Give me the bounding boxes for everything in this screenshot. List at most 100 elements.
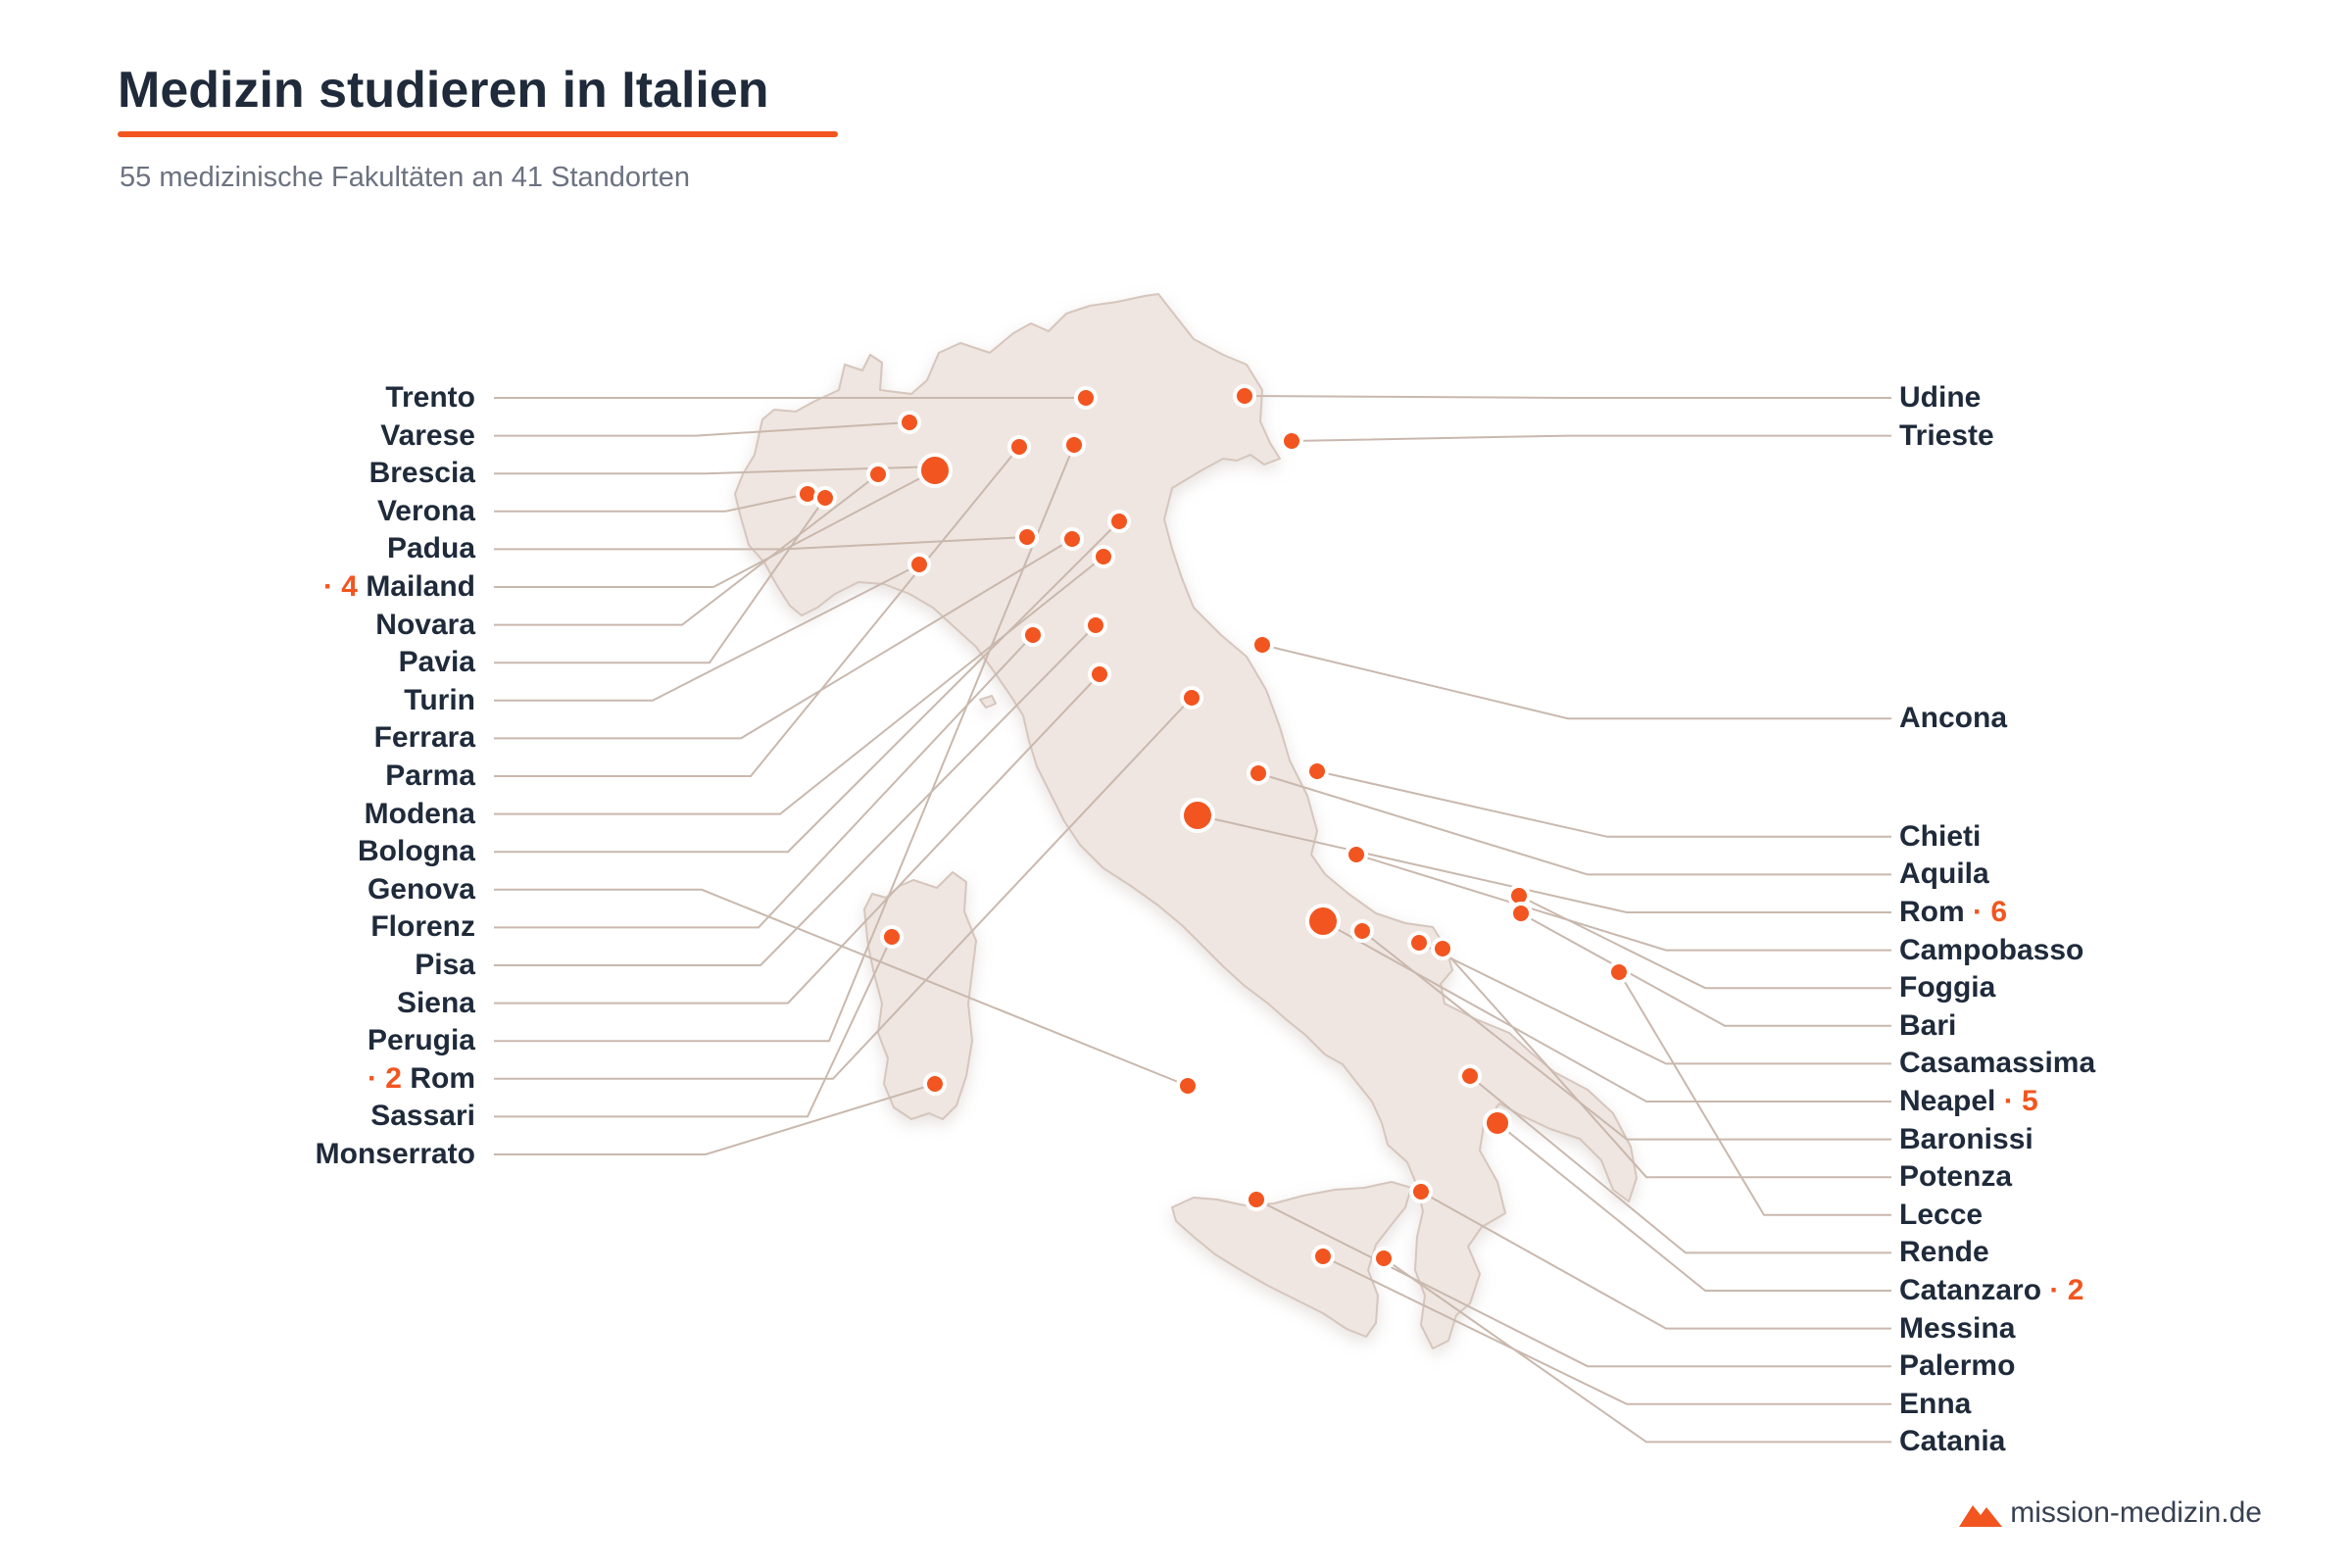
city-dot[interactable] [1407, 931, 1431, 955]
city-dot[interactable] [1180, 798, 1215, 833]
city-label-perugia[interactable]: Perugia [368, 1022, 475, 1059]
city-dot[interactable] [1372, 1247, 1396, 1270]
city-label-varese[interactable]: Varese [380, 417, 475, 455]
city-dot[interactable] [1015, 525, 1039, 549]
city-label-novara[interactable]: Novara [375, 607, 475, 644]
city-label-padua[interactable]: Padua [387, 530, 475, 567]
city-dot[interactable] [1280, 429, 1303, 453]
city-dot[interactable] [1074, 386, 1098, 410]
city-name: Brescia [368, 457, 475, 490]
city-dot[interactable] [1305, 904, 1341, 939]
city-label-palermo[interactable]: Palermo [1899, 1348, 2015, 1385]
city-dot[interactable] [907, 553, 931, 576]
city-dot[interactable] [1247, 761, 1270, 785]
leader-line [494, 497, 826, 664]
city-dot[interactable] [1607, 960, 1631, 984]
title-underline [118, 131, 838, 137]
city-label-potenza[interactable]: Potenza [1899, 1158, 2012, 1196]
leader-line [1442, 948, 1891, 1179]
city-label-ancona[interactable]: Ancona [1899, 700, 2007, 737]
city-dot[interactable] [1062, 433, 1086, 457]
city-label-enna[interactable]: Enna [1899, 1386, 1971, 1423]
city-dot[interactable] [1084, 613, 1107, 637]
page-title: Medizin studieren in Italien [118, 62, 769, 119]
city-label-mailand[interactable]: · 4 Mailand [323, 568, 475, 606]
city-dot[interactable] [1350, 919, 1374, 943]
city-label-genova[interactable]: Genova [368, 871, 475, 908]
city-label-trieste[interactable]: Trieste [1899, 417, 1994, 455]
city-label-rende[interactable]: Rende [1899, 1234, 1989, 1271]
city-label-modena[interactable]: Modena [365, 796, 475, 833]
city-dot[interactable] [1409, 1180, 1433, 1203]
city-label-sassari[interactable]: Sassari [370, 1098, 475, 1135]
city-label-siena[interactable]: Siena [397, 985, 475, 1022]
city-label-monserrato[interactable]: Monserrato [316, 1136, 475, 1173]
city-label-pavia[interactable]: Pavia [399, 644, 475, 681]
city-label-verona[interactable]: Verona [377, 493, 475, 530]
city-label-foggia[interactable]: Foggia [1899, 969, 1995, 1006]
city-label-baronissi[interactable]: Baronissi [1899, 1121, 2034, 1158]
leader-line [1255, 1199, 1891, 1368]
city-label-ferrara[interactable]: Ferrara [374, 719, 475, 757]
city-dot[interactable] [1007, 435, 1031, 459]
city-name: Modena [364, 797, 475, 830]
city-dot[interactable] [1250, 633, 1274, 657]
city-label-catanzaro[interactable]: Catanzaro · 2 [1899, 1272, 2083, 1309]
city-label-neapel[interactable]: Neapel · 5 [1899, 1083, 2038, 1120]
city-label-lecce[interactable]: Lecce [1899, 1197, 1983, 1234]
city-name: Parma [385, 760, 475, 792]
city-label-brescia[interactable]: Brescia [369, 455, 475, 492]
city-name: Catanzaro [1899, 1274, 2042, 1306]
city-dot[interactable] [917, 453, 953, 488]
city-dot[interactable] [813, 486, 837, 510]
city-dot[interactable] [1431, 937, 1454, 960]
city-dot[interactable] [1509, 902, 1533, 925]
city-dot[interactable] [1245, 1188, 1268, 1211]
city-name: Casamassima [1899, 1047, 2096, 1080]
city-label-casamassima[interactable]: Casamassima [1899, 1045, 2095, 1082]
city-label-chieti[interactable]: Chieti [1899, 818, 1981, 856]
city-name: Bari [1899, 1008, 1957, 1042]
city-label-aquila[interactable]: Aquila [1899, 856, 1989, 893]
city-name: Ancona [1899, 702, 2008, 735]
city-dot[interactable] [1180, 686, 1203, 710]
leader-line [1469, 1075, 1891, 1254]
city-label-parma[interactable]: Parma [385, 758, 475, 795]
city-label-bologna[interactable]: Bologna [358, 833, 475, 870]
city-dot[interactable] [1060, 527, 1084, 551]
faculty-count: · 2 [367, 1061, 402, 1095]
city-dot[interactable] [1021, 623, 1045, 647]
city-label-rom[interactable]: Rom · 6 [1899, 894, 2007, 931]
city-label-messina[interactable]: Messina [1899, 1310, 2015, 1348]
city-dot[interactable] [1311, 1245, 1335, 1268]
city-dot[interactable] [1107, 510, 1131, 533]
city-dot[interactable] [1088, 662, 1111, 686]
city-dot[interactable] [1305, 760, 1329, 783]
city-name: Genova [367, 872, 475, 906]
city-dot[interactable] [866, 463, 890, 486]
city-label-udine[interactable]: Udine [1899, 379, 1981, 416]
city-dot[interactable] [880, 925, 904, 949]
city-label-bari[interactable]: Bari [1899, 1007, 1956, 1045]
city-dot[interactable] [1458, 1064, 1482, 1088]
city-dot[interactable] [1345, 843, 1368, 866]
city-label-florenz[interactable]: Florenz [370, 908, 475, 946]
city-dot[interactable] [1092, 545, 1115, 568]
city-dot[interactable] [1176, 1074, 1200, 1098]
city-label-pisa[interactable]: Pisa [415, 947, 475, 984]
city-label-trento[interactable]: Trento [385, 379, 475, 416]
city-label-campobasso[interactable]: Campobasso [1899, 932, 2083, 969]
leader-line [1518, 895, 1891, 990]
city-dot[interactable] [1233, 384, 1256, 408]
city-dot[interactable] [1483, 1108, 1512, 1138]
city-dot[interactable] [898, 411, 921, 434]
city-dot[interactable] [923, 1072, 947, 1096]
leader-lines [494, 395, 1891, 1444]
city-label-catania[interactable]: Catania [1899, 1423, 2005, 1460]
leader-line [494, 473, 879, 626]
city-label-turin[interactable]: Turin [404, 682, 475, 719]
leader-line [494, 556, 1104, 815]
city-name: Baronissi [1899, 1122, 2034, 1155]
city-label-rom[interactable]: · 2 Rom [368, 1060, 475, 1098]
